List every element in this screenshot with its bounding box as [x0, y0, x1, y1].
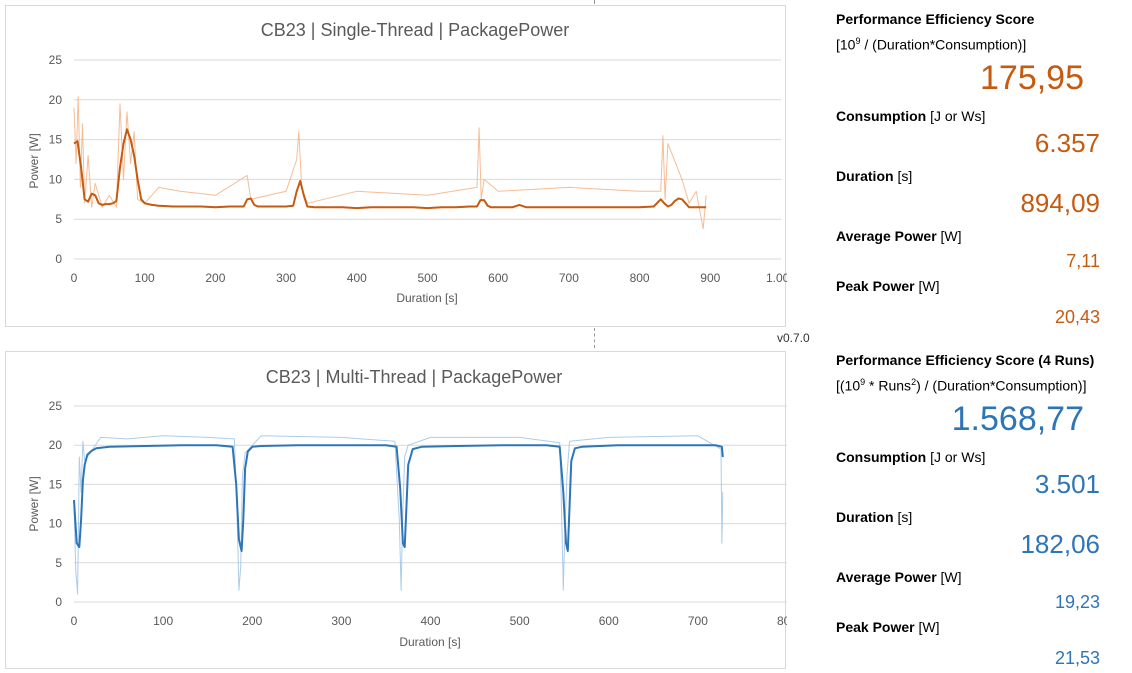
st-x-tick-label: 0	[71, 271, 78, 285]
single-thread-y-axis-label: Power [W]	[27, 133, 41, 188]
st-x-tick-label: 200	[205, 271, 225, 285]
version-label: v0.7.0	[777, 331, 810, 345]
mt-x-tick-label: 400	[420, 614, 440, 628]
st-peak-power-value: 20,43	[1054, 306, 1100, 327]
mt-duration-value: 182,06	[1020, 528, 1100, 559]
mt-score-formula: [(109 * Runs2) / (Duration*Consumption)]	[836, 377, 1087, 394]
mt-peak-power-value: 21,53	[1054, 647, 1100, 668]
mt-consumption-value: 3.501	[1034, 468, 1100, 499]
st-average-power-label: Average Power [W]	[836, 227, 962, 244]
multi-thread-chart: CB23 | Multi-Thread | PackagePower 0 5 10 1…	[27, 367, 787, 649]
mt-y-tick-label: 0	[55, 595, 62, 609]
mt-average-series-line	[73, 444, 724, 552]
separator-middle	[594, 328, 595, 348]
mt-y-tick-label: 5	[55, 556, 62, 570]
st-y-tick-label: 5	[55, 212, 62, 226]
st-raw-series-line	[73, 96, 707, 230]
st-x-tick-label: 100	[135, 271, 155, 285]
single-thread-chart-panel: CB23 | Single-Thread | PackagePower 0 5 10…	[5, 5, 787, 327]
mt-y-tick-label: 20	[49, 438, 63, 452]
multi-thread-x-axis-label: Duration [s]	[399, 635, 460, 649]
st-x-tick-label: 700	[559, 271, 579, 285]
st-duration-label: Duration [s]	[836, 167, 913, 184]
mt-average-power-label: Average Power [W]	[836, 568, 962, 585]
mt-y-tick-label: 10	[49, 517, 63, 531]
st-score-formula: [109 / (Duration*Consumption)]	[836, 36, 1027, 53]
st-average-power-value: 7,11	[1066, 250, 1100, 271]
mt-x-tick-label: 0	[71, 614, 78, 628]
mt-x-tick-label: 500	[510, 614, 530, 628]
st-x-tick-label: 900	[700, 271, 720, 285]
mt-score-title: Performance Efficiency Score (4 Runs)	[836, 352, 1095, 368]
multi-thread-chart-title: CB23 | Multi-Thread | PackagePower	[266, 367, 562, 387]
st-y-tick-label: 0	[55, 252, 62, 266]
mt-y-tick-label: 15	[49, 477, 63, 491]
multi-thread-metrics: Performance Efficiency Score (4 Runs) [(…	[836, 349, 1126, 673]
st-x-tick-label: 1.000	[766, 271, 787, 285]
mt-x-tick-label: 200	[242, 614, 262, 628]
mt-x-tick-label: 300	[331, 614, 351, 628]
mt-average-power-value: 19,23	[1054, 591, 1100, 612]
st-x-tick-label: 500	[417, 271, 437, 285]
st-x-tick-label: 400	[347, 271, 367, 285]
st-peak-power-label: Peak Power [W]	[836, 277, 940, 294]
st-y-tick-label: 10	[49, 172, 63, 186]
mt-x-tick-label: 600	[599, 614, 619, 628]
st-y-tick-label: 25	[49, 53, 63, 67]
single-thread-chart: CB23 | Single-Thread | PackagePower 0 5 10…	[27, 20, 787, 305]
single-thread-x-axis-label: Duration [s]	[396, 291, 457, 305]
separator-top	[594, 0, 595, 4]
st-y-tick-label: 15	[49, 133, 63, 147]
multi-thread-chart-panel: CB23 | Multi-Thread | PackagePower 0 5 10 1…	[5, 351, 787, 669]
st-duration-value: 894,09	[1020, 187, 1100, 218]
st-consumption-value: 6.357	[1034, 127, 1100, 158]
st-score-title: Performance Efficiency Score	[836, 11, 1035, 27]
mt-consumption-label: Consumption [J or Ws]	[836, 448, 986, 465]
mt-x-tick-label: 800	[777, 614, 787, 628]
single-thread-metrics: Performance Efficiency Score [109 / (Dur…	[836, 8, 1126, 332]
mt-x-tick-label: 700	[688, 614, 708, 628]
st-x-tick-label: 300	[276, 271, 296, 285]
st-y-tick-label: 20	[49, 93, 63, 107]
st-x-tick-label: 600	[488, 271, 508, 285]
mt-x-tick-label: 100	[153, 614, 173, 628]
mt-duration-label: Duration [s]	[836, 508, 913, 525]
mt-score-value: 1.568,77	[951, 399, 1084, 438]
mt-peak-power-label: Peak Power [W]	[836, 618, 940, 635]
single-thread-chart-title: CB23 | Single-Thread | PackagePower	[261, 20, 570, 40]
st-x-tick-label: 800	[630, 271, 650, 285]
st-score-value: 175,95	[980, 58, 1084, 97]
mt-y-tick-label: 25	[49, 399, 63, 413]
multi-thread-y-axis-label: Power [W]	[27, 476, 41, 531]
st-consumption-label: Consumption [J or Ws]	[836, 107, 986, 124]
st-average-series-line	[73, 128, 707, 210]
